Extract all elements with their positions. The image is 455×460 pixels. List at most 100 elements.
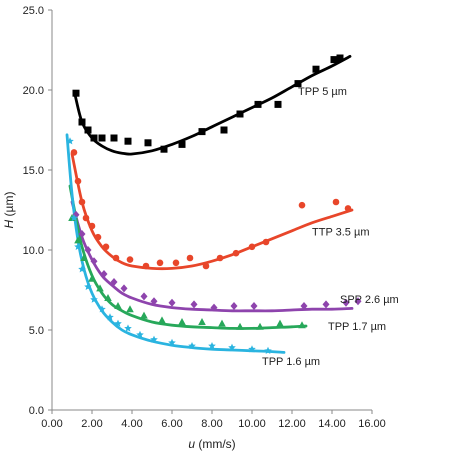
data-point-ttp-3-5-m	[172, 259, 180, 267]
data-point-tpp-1-7-m	[158, 316, 166, 324]
data-point-tpp-1-7-m	[74, 236, 82, 244]
data-point-tpp-1-6-m	[248, 345, 256, 353]
fit-curve-tpp-1-6-m	[65, 133, 286, 354]
data-point-spp-2-6-m	[300, 302, 308, 310]
data-point-tpp-1-7-m	[178, 318, 186, 325]
y-ticks: 0.0 5.0 10.0 15.0 20.0 25.0	[23, 5, 52, 417]
data-point-tpp-1-7-m	[104, 294, 112, 301]
data-point-tpp-5-m	[330, 56, 338, 64]
data-point-tpp-5-m	[294, 80, 302, 88]
data-point-tpp-5-m	[160, 145, 168, 153]
data-point-tpp-1-6-m	[84, 282, 92, 290]
data-point-tpp-5-m	[274, 100, 282, 108]
data-point-tpp-1-7-m	[126, 305, 134, 313]
data-point-ttp-3-5-m	[82, 214, 90, 222]
data-point-spp-2-6-m	[250, 302, 258, 310]
data-point-tpp-5-m	[72, 89, 80, 97]
data-point-spp-2-6-m	[100, 270, 108, 278]
x-tick-label: 6.00	[161, 418, 182, 430]
data-point-tpp-5-m	[220, 126, 228, 134]
data-point-tpp-1-7-m	[96, 284, 104, 292]
data-point-spp-2-6-m	[110, 278, 118, 286]
x-tick-label: 16.00	[358, 418, 386, 430]
series-label-tpp-5-m: TPP 5 µm	[298, 86, 347, 98]
data-point-tpp-1-7-m	[114, 302, 122, 309]
data-point-ttp-3-5-m	[248, 243, 256, 251]
data-point-tpp-1-7-m	[88, 274, 96, 282]
data-point-tpp-5-m	[90, 134, 98, 142]
data-point-tpp-1-7-m	[198, 318, 206, 325]
data-point-ttp-3-5-m	[112, 254, 120, 262]
data-point-ttp-3-5-m	[156, 259, 164, 267]
data-markers	[66, 54, 362, 354]
data-point-spp-2-6-m	[84, 246, 92, 254]
data-point-ttp-3-5-m	[126, 256, 134, 263]
data-point-tpp-1-7-m	[218, 319, 226, 327]
y-tick-label: 25.0	[23, 5, 44, 17]
data-point-ttp-3-5-m	[232, 249, 240, 257]
data-point-spp-2-6-m	[90, 257, 98, 266]
data-point-spp-2-6-m	[78, 230, 86, 238]
axes: 0.00 2.00 4.00 6.00 8.00 10.00 12.00 14.00 16.00…	[23, 5, 386, 430]
data-point-ttp-3-5-m	[216, 254, 224, 262]
y-axis-unit: (µm)	[2, 192, 16, 220]
data-point-tpp-1-6-m	[114, 319, 122, 327]
x-tick-label: 12.00	[278, 418, 306, 430]
data-point-tpp-1-6-m	[264, 346, 272, 354]
y-tick-label: 5.0	[29, 325, 44, 337]
data-point-tpp-1-6-m	[90, 295, 98, 303]
x-axis-symbol: u	[188, 437, 195, 451]
data-point-tpp-1-6-m	[150, 335, 158, 343]
data-point-spp-2-6-m	[354, 297, 362, 306]
x-ticks: 0.00 2.00 4.00 6.00 8.00 10.00 12.00 14.00 16.00	[41, 410, 386, 430]
data-point-ttp-3-5-m	[74, 177, 82, 185]
series-labels: TPP 5 µm TTP 3.5 µm SPP 2.6 µm TPP 1.7 µm TP…	[262, 86, 399, 368]
data-point-tpp-1-6-m	[188, 342, 196, 350]
data-point-ttp-3-5-m	[102, 243, 110, 251]
x-tick-label: 14.00	[318, 418, 346, 430]
data-point-tpp-1-6-m	[136, 330, 144, 338]
x-tick-label: 10.00	[238, 418, 266, 430]
data-point-tpp-5-m	[144, 139, 152, 147]
data-point-tpp-5-m	[178, 140, 186, 148]
series-label-tpp-1-6-m: TPP 1.6 µm	[262, 356, 320, 368]
data-point-ttp-3-5-m	[142, 262, 150, 270]
data-point-spp-2-6-m	[322, 300, 330, 309]
data-point-ttp-3-5-m	[332, 198, 340, 206]
data-point-tpp-1-6-m	[124, 324, 132, 332]
data-point-spp-2-6-m	[150, 297, 158, 306]
data-point-ttp-3-5-m	[202, 262, 210, 270]
x-tick-label: 8.00	[201, 418, 222, 430]
x-axis-unit: (mm/s)	[195, 437, 236, 451]
data-point-tpp-5-m	[78, 118, 86, 126]
y-axis-symbol: H	[2, 219, 16, 228]
data-point-tpp-1-6-m	[228, 343, 236, 351]
data-point-ttp-3-5-m	[186, 254, 194, 262]
data-point-tpp-1-6-m	[74, 242, 82, 250]
data-point-spp-2-6-m	[342, 298, 350, 307]
y-tick-label: 0.0	[29, 405, 44, 417]
data-point-ttp-3-5-m	[344, 205, 352, 212]
data-point-tpp-1-7-m	[140, 311, 148, 319]
data-point-spp-2-6-m	[168, 298, 176, 307]
fit-curves	[65, 55, 354, 354]
x-tick-label: 2.00	[81, 418, 102, 430]
series-label-ttp-3-5-m: TTP 3.5 µm	[312, 227, 369, 239]
data-point-tpp-1-7-m	[80, 254, 88, 261]
data-point-tpp-1-6-m	[208, 342, 216, 350]
fit-curve-ttp-3-5-m	[70, 152, 354, 271]
data-point-tpp-5-m	[110, 134, 118, 142]
data-point-spp-2-6-m	[140, 292, 148, 301]
y-tick-label: 10.0	[23, 245, 44, 257]
data-point-tpp-1-6-m	[78, 265, 86, 273]
data-point-ttp-3-5-m	[78, 198, 86, 206]
data-point-tpp-5-m	[84, 126, 92, 134]
x-tick-label: 0.00	[41, 418, 62, 430]
data-point-ttp-3-5-m	[70, 149, 78, 156]
data-point-tpp-5-m	[312, 65, 320, 73]
data-point-tpp-5-m	[254, 100, 262, 108]
data-point-spp-2-6-m	[190, 300, 198, 309]
data-point-tpp-5-m	[98, 134, 106, 142]
series-label-tpp-1-7-m: TPP 1.7 µm	[328, 321, 386, 333]
